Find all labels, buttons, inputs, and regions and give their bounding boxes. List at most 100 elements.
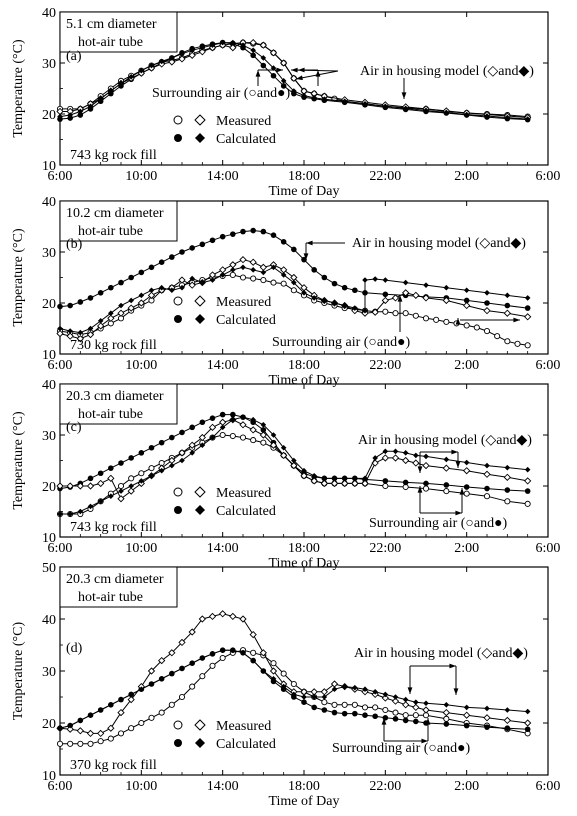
point-measured-surrounding [260,439,267,446]
point-calculated-housing [138,67,145,74]
point-calculated-housing [423,453,429,460]
point-measured-surrounding [402,310,409,317]
y-tick-label: 30 [42,57,56,72]
x-tick-label: 18:00 [288,169,320,184]
point-calculated-housing [209,434,216,441]
point-calculated-housing [423,107,429,114]
point-measured-housing [524,477,532,485]
point-calculated-housing [280,683,287,690]
panel-label: (c) [66,420,82,435]
point-calculated-housing [250,657,256,664]
point-calculated-housing [260,55,267,61]
point-calculated-housing [484,290,490,296]
point-measured-housing [422,706,430,714]
point-measured-surrounding [138,470,145,477]
point-measured-housing [402,456,410,465]
point-measured-housing [503,473,511,481]
surrounding-air-arrow-head [417,486,423,493]
air-housing-arrow-head [451,449,458,455]
point-measured-surrounding [483,493,491,500]
title-box [59,200,178,242]
point-measured-housing [178,449,186,457]
point-measured-housing [503,309,511,317]
point-calculated-housing [260,269,267,276]
point-measured-housing [463,301,471,310]
point-measured-surrounding [56,740,64,747]
point-calculated-surrounding [87,475,94,482]
point-measured-surrounding [219,431,226,439]
point-calculated-housing [169,670,175,677]
legend-filled-circle [174,134,182,142]
point-calculated-surrounding [189,245,195,251]
point-calculated-housing [77,717,84,724]
point-calculated-housing [138,292,145,299]
point-calculated-housing [291,691,297,698]
point-measured-surrounding [128,725,135,732]
y-axis-title: Temperature (°C) [11,411,26,510]
point-calculated-housing [280,444,287,451]
point-measured-housing [412,703,420,712]
point-measured-surrounding [97,738,104,745]
x-tick-label: 6:00 [48,358,73,373]
y-tick-label: 20 [42,717,56,732]
point-calculated-housing [301,467,307,474]
point-calculated-housing [463,704,470,711]
point-calculated-housing [128,73,134,80]
point-calculated-housing [402,279,409,286]
point-measured-housing [188,281,196,289]
panel-title-line: 20.3 cm diameter [66,572,164,587]
point-calculated-surrounding [97,470,104,477]
legend-open-diamond [194,114,206,126]
x-tick-label: 6:00 [48,779,73,794]
point-calculated-housing [321,297,328,304]
point-calculated-housing [97,95,104,102]
point-calculated-housing [280,272,287,278]
rock-fill-label: 743 kg rock fill [70,520,157,535]
point-measured-housing [259,41,267,49]
point-measured-housing [97,322,105,330]
point-measured-housing [249,38,257,47]
panel-1: 10 20 30 40 6:00 10:00 14:00 18:00 22:00 2:00 6:00… [11,195,560,388]
point-measured-housing [97,729,105,738]
point-calculated-housing [169,462,175,469]
point-calculated-surrounding [341,284,348,291]
point-measured-housing [208,612,217,621]
legend-calculated-label: Calculated [216,504,276,519]
y-axis-title: Temperature (°C) [11,228,26,327]
surrounding-air-arrow-head [381,718,387,725]
point-calculated-housing [352,475,358,482]
point-calculated-housing [240,42,246,48]
point-calculated-housing [321,96,328,103]
point-calculated-surrounding [260,62,267,69]
air-housing-arrow-head [296,75,303,81]
x-tick-label: 2:00 [454,779,479,794]
point-calculated-surrounding [260,427,267,433]
point-measured-housing [524,313,532,321]
point-calculated-housing [128,297,134,304]
panel-title-line: hot-air tube [78,224,143,239]
point-calculated-housing [524,708,531,715]
y-tick-label: 30 [42,246,56,261]
point-measured-surrounding [229,271,236,279]
point-calculated-housing [484,113,490,119]
point-measured-housing [269,49,278,57]
point-calculated-housing [87,103,94,110]
legend-measured-label: Measured [216,295,271,310]
point-measured-surrounding [514,340,521,347]
point-calculated-surrounding [291,246,297,253]
point-measured-housing [219,418,227,426]
point-measured-housing [259,431,267,439]
point-calculated-housing [311,694,317,700]
x-tick-label: 18:00 [288,541,320,556]
point-calculated-housing [87,712,94,718]
point-calculated-surrounding [484,300,490,306]
point-measured-surrounding [239,274,247,281]
x-tick-label: 2:00 [454,358,479,373]
point-measured-housing [361,479,369,488]
point-calculated-housing [77,329,84,336]
point-calculated-housing [372,689,378,695]
point-calculated-surrounding [158,439,165,446]
point-calculated-housing [67,511,73,517]
point-calculated-housing [484,705,490,712]
point-calculated-surrounding [230,411,236,418]
